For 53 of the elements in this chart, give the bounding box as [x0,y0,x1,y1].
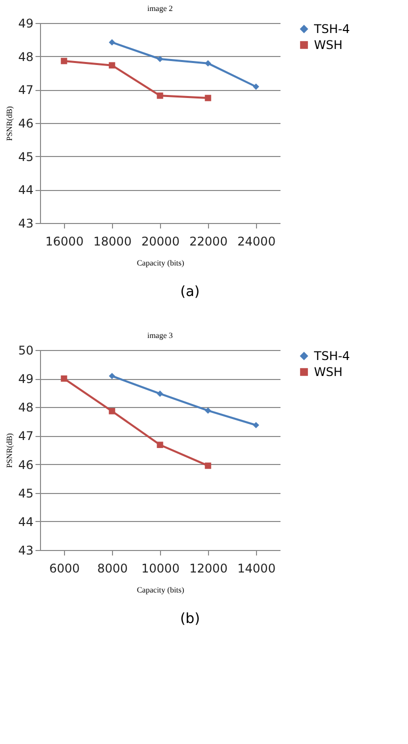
y-axis-title: PSNR(dB) [5,106,14,141]
point [60,58,68,64]
point [60,375,68,382]
point [108,372,116,380]
point [108,408,116,414]
y-tick-label: 46 [18,116,34,130]
y-tick-label: 47 [18,83,34,98]
x-tick-label: 14000 [237,562,276,576]
y-tick-label: 45 [18,486,34,500]
y-tick-label: 49 [18,372,34,386]
y-tick-label: 44 [18,514,34,529]
point [252,422,260,428]
point [204,407,212,414]
y-tick-label: 49 [18,16,34,30]
text: (a) [180,284,200,300]
point [108,39,116,46]
y-tick-label: 50 [18,344,34,358]
point [156,56,164,62]
chart-title: image 2 [147,4,173,13]
point [156,442,164,448]
x-tick-label: 6000 [49,562,80,576]
x-axis-title: Capacity (bits) [136,258,184,268]
y-tick-label: 48 [18,400,34,415]
point [156,390,164,397]
point [204,94,212,102]
y-tick-label: 45 [18,150,34,164]
y-tick-label: 48 [18,50,34,64]
x-tick-label: 18000 [93,234,132,248]
point [204,462,212,469]
y-tick-label: 44 [18,183,34,198]
x-tick-label: 12000 [189,562,228,576]
point [108,62,116,68]
x-tick-label: 10000 [141,562,180,576]
point [252,84,260,90]
x-axis-title: Capacity (bits) [136,586,184,594]
text: (b) [180,611,200,627]
legend-label: WSH [314,38,343,52]
x-tick-label: 20000 [141,234,180,248]
y-tick-label: 46 [18,458,34,472]
legend-label: TSH-4 [313,349,350,363]
legend-label: WSH [314,365,343,379]
x-tick-label: 24000 [237,234,276,248]
y-tick-label: 47 [18,429,34,444]
legend-label: TSH-4 [313,22,350,36]
point [204,60,212,66]
x-tick-label: 8000 [97,562,128,576]
x-tick-label: 16000 [45,234,84,248]
y-tick-label: 43 [18,216,34,230]
chart-title: image 3 [147,331,173,340]
y-tick-label: 43 [18,544,34,558]
point [156,92,164,99]
y-axis-title: PSNR(dB) [5,432,14,468]
x-tick-label: 22000 [189,234,228,248]
